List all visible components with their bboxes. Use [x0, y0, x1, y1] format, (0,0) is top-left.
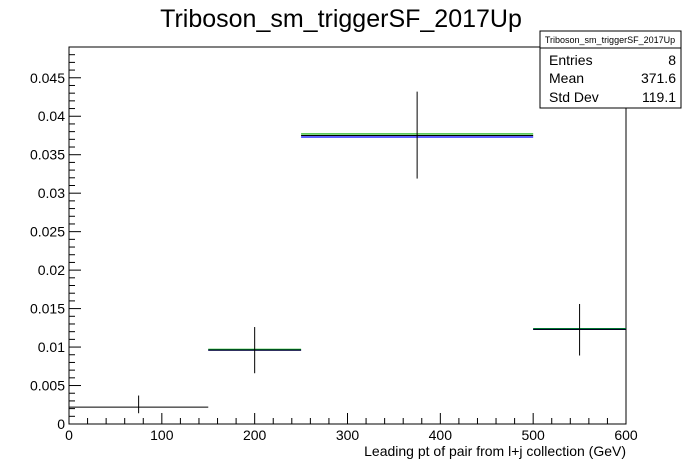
- stats-stddev-value: 119.1: [642, 89, 676, 105]
- y-tick-label: 0.005: [30, 378, 65, 394]
- stats-box: Triboson_sm_triggerSF_2017Up Entries 8 M…: [539, 30, 682, 109]
- stats-stddev-label: Std Dev: [549, 89, 599, 105]
- x-tick-label: 400: [429, 427, 453, 443]
- stats-entries-value: 8: [668, 52, 676, 68]
- x-tick-label: 500: [521, 427, 545, 443]
- chart-title: Triboson_sm_triggerSF_2017Up: [160, 5, 522, 33]
- stats-box-frame: [539, 30, 682, 109]
- stats-entries-label: Entries: [549, 52, 593, 68]
- y-tick-label: 0.03: [38, 185, 65, 201]
- y-tick-label: 0.025: [30, 224, 65, 240]
- x-tick-label: 200: [243, 427, 267, 443]
- y-tick-label: 0: [57, 416, 65, 432]
- data-bins: [69, 91, 626, 414]
- x-axis-label: Leading pt of pair from l+j collection (…: [364, 443, 626, 459]
- y-tick-label: 0.045: [30, 70, 65, 86]
- y-tick-label: 0.035: [30, 147, 65, 163]
- x-tick-label: 100: [150, 427, 174, 443]
- y-tick-label: 0.015: [30, 301, 65, 317]
- stats-box-name: Triboson_sm_triggerSF_2017Up: [545, 35, 675, 45]
- y-tick-label: 0.02: [38, 262, 65, 278]
- y-axis: 0 0.005 0.01 0.015 0.02 0.025 0.03 0.035 0.04 0.0…: [30, 46, 81, 432]
- stats-mean-value: 371.6: [641, 70, 676, 86]
- x-tick-label: 600: [614, 427, 638, 443]
- stats-mean-label: Mean: [549, 70, 584, 86]
- x-axis: 0 100 200 300 400 500 600: [65, 413, 638, 443]
- x-tick-label: 300: [336, 427, 360, 443]
- x-tick-label: 0: [65, 427, 73, 443]
- y-tick-label: 0.04: [38, 108, 65, 124]
- y-tick-label: 0.01: [38, 339, 65, 355]
